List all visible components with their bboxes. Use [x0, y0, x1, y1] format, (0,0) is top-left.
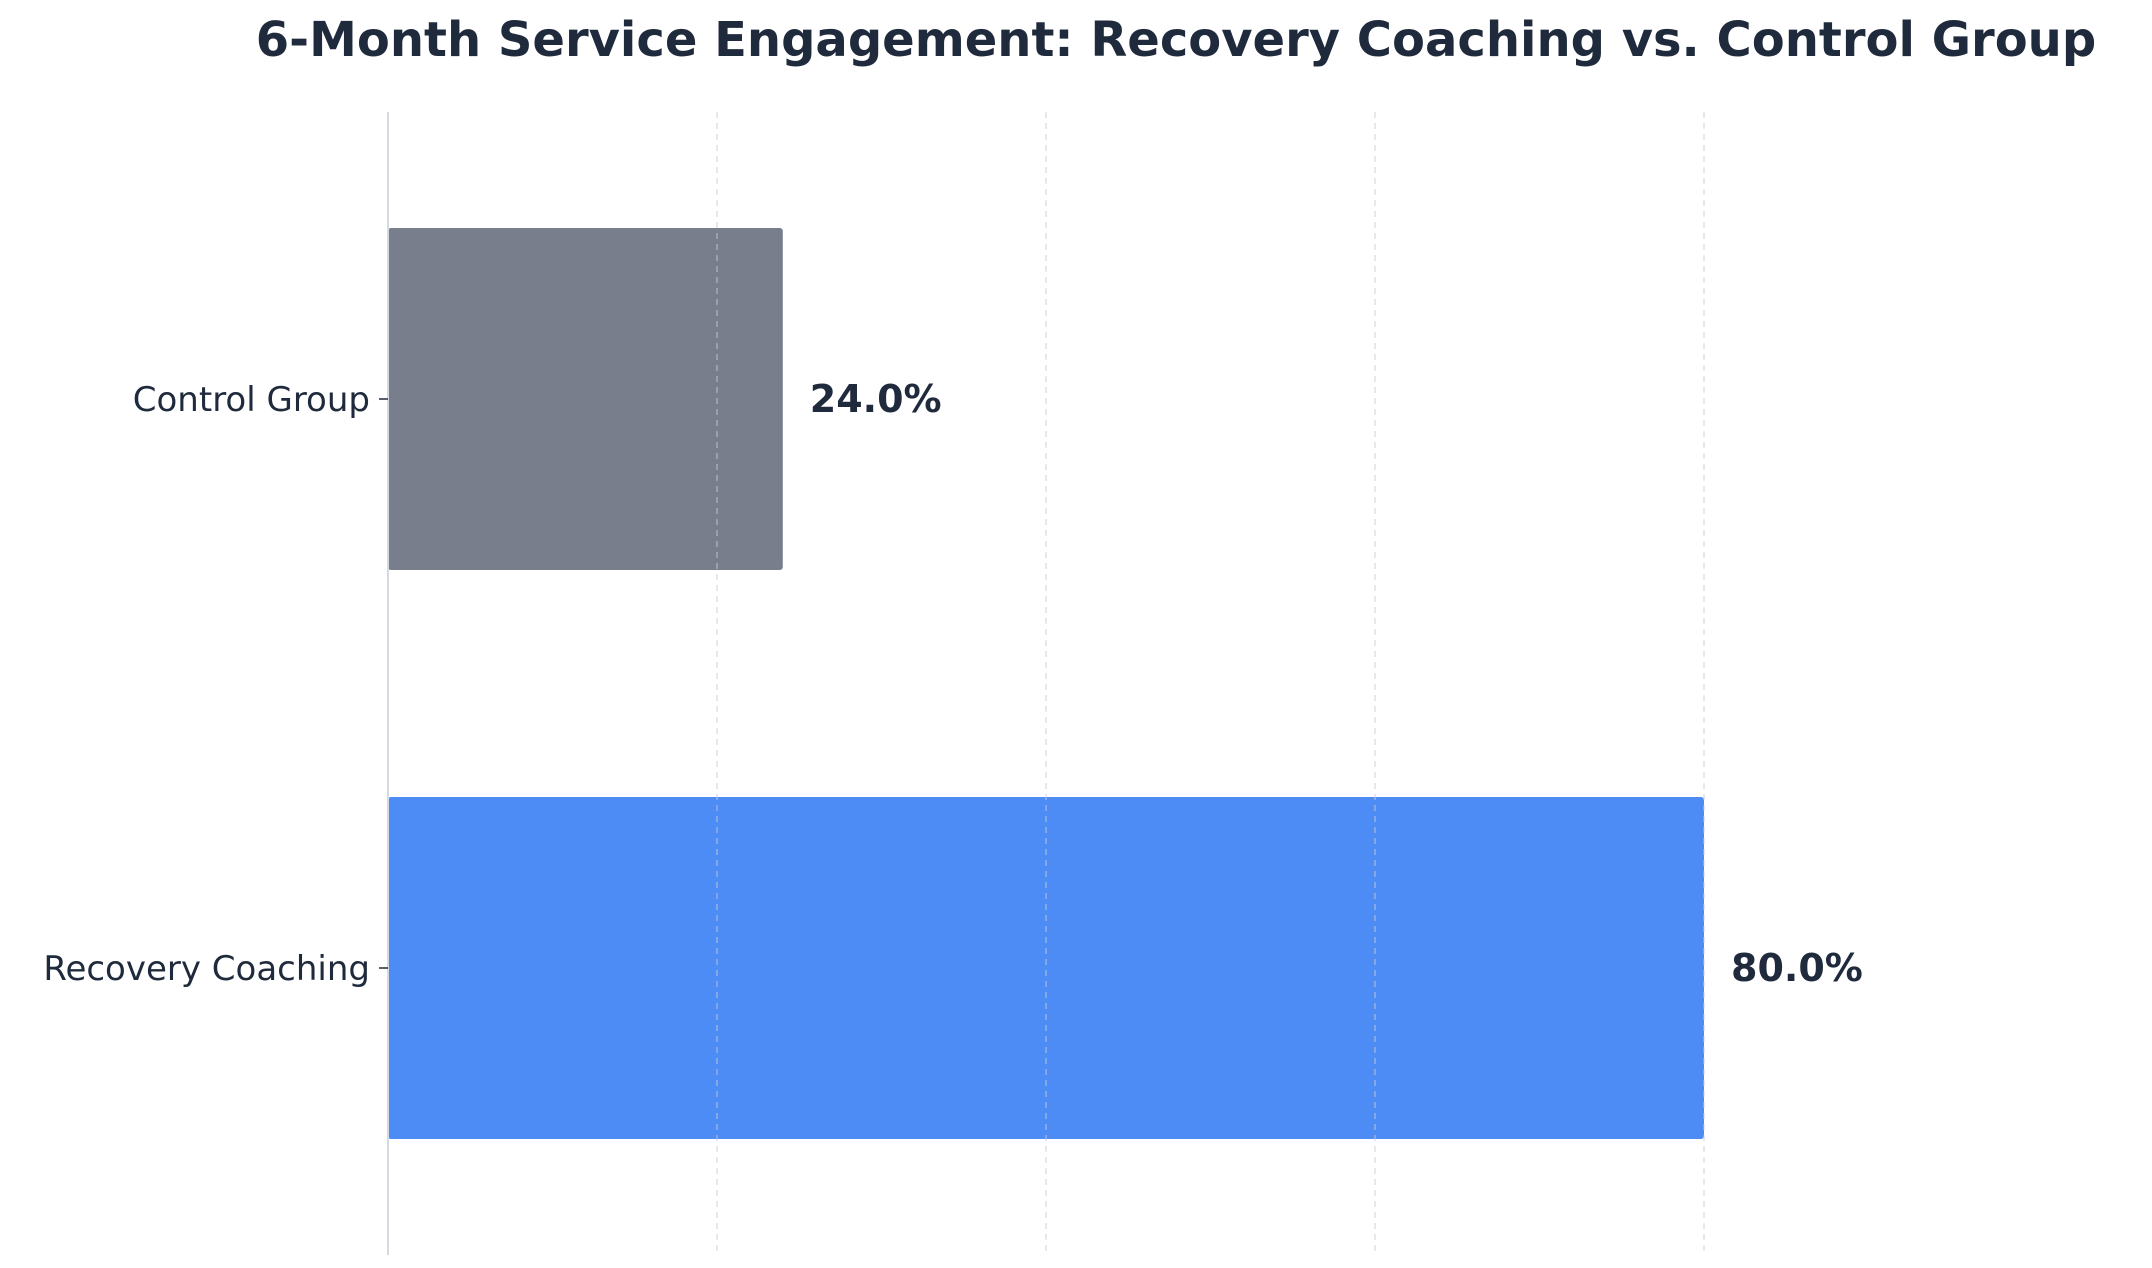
plot-area: Control Group 24.0% Recovery Coaching 80.0%: [43, 112, 1863, 1255]
category-label: Control Group: [133, 380, 370, 420]
category-label: Recovery Coaching: [43, 949, 370, 989]
chart-title: 6-Month Service Engagement: Recovery Coa…: [256, 12, 2096, 68]
value-label: 80.0%: [1731, 946, 1863, 990]
bar-recovery-coaching: [388, 797, 1704, 1139]
bar-control-group: [388, 228, 783, 570]
value-label: 24.0%: [810, 377, 942, 421]
